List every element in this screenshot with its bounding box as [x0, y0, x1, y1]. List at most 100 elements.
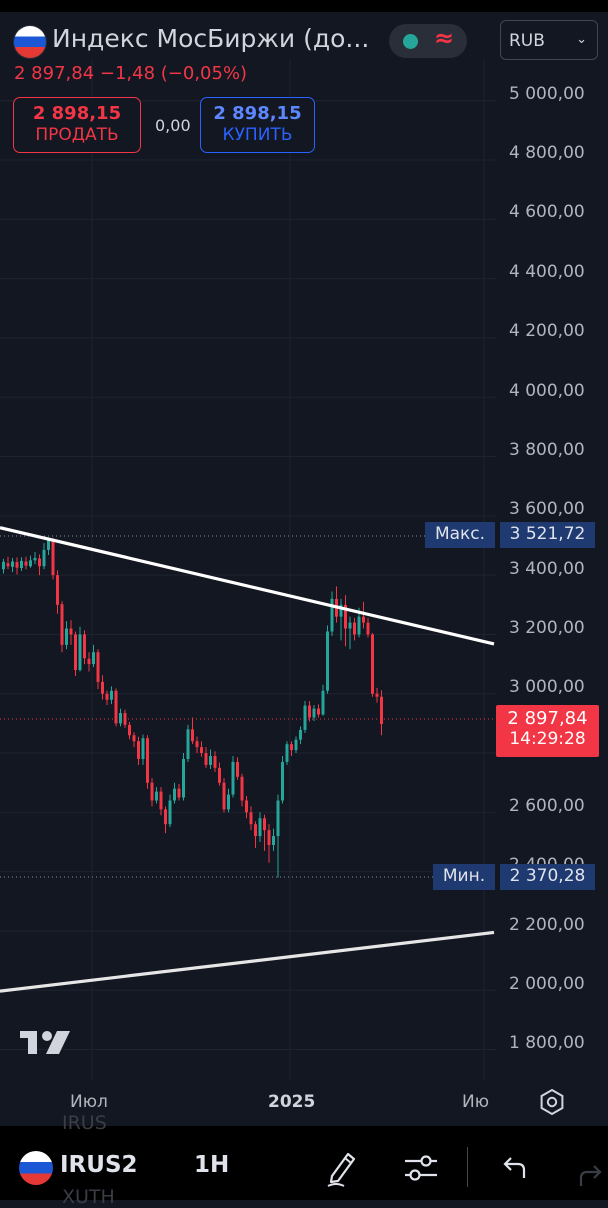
candle-body — [20, 560, 23, 569]
candle-body — [83, 634, 86, 659]
undo-icon[interactable] — [500, 1148, 530, 1188]
candle-body — [321, 690, 325, 715]
candle-body — [51, 539, 55, 576]
candle-body — [231, 761, 235, 795]
interval-selector[interactable]: 1H — [194, 1152, 230, 1178]
y-tick: 2 000,00 — [509, 974, 585, 994]
symbol-selector[interactable]: IRUS2 — [60, 1152, 138, 1178]
candle-body — [92, 652, 95, 665]
candle-body — [78, 634, 82, 671]
buy-button[interactable]: 2 898,15 КУПИТЬ — [200, 97, 315, 153]
status-pill[interactable]: ≈ — [389, 24, 467, 58]
sell-price: 2 898,15 — [32, 103, 122, 124]
candle-body — [60, 604, 64, 645]
candle-body — [42, 549, 46, 567]
spread-value: 0,00 — [155, 116, 191, 135]
candles — [2, 537, 383, 878]
buy-price: 2 898,15 — [213, 103, 302, 124]
candle-body — [11, 561, 14, 567]
candle-body — [366, 622, 370, 635]
candle-body — [272, 836, 275, 845]
candle-body — [69, 628, 73, 635]
candle-body — [240, 776, 244, 801]
redo-icon[interactable] — [575, 1156, 605, 1186]
candle-body — [218, 767, 221, 783]
candle-body — [249, 812, 253, 825]
candle-body — [56, 575, 59, 605]
candle-body — [132, 735, 136, 742]
max-label: Макс. — [425, 522, 495, 548]
y-tick: 4 200,00 — [509, 321, 585, 341]
chart-grid — [0, 60, 496, 1080]
y-tick: 2 600,00 — [509, 796, 585, 816]
y-tick: 2 200,00 — [509, 915, 585, 935]
candle-body — [303, 705, 307, 730]
tradingview-logo-icon — [20, 1031, 70, 1054]
y-tick: 1 800,00 — [509, 1033, 585, 1053]
candle-body — [29, 560, 32, 567]
candle-body — [119, 713, 122, 724]
candle-body — [299, 729, 302, 740]
candle-body — [24, 561, 28, 566]
candle-body — [173, 788, 176, 801]
y-tick: 3 400,00 — [509, 559, 585, 579]
instrument-title[interactable]: Индекс МосБиржи (до... — [52, 24, 370, 53]
indicators-icon[interactable] — [402, 1148, 440, 1188]
candle-body — [281, 761, 284, 801]
candle-body — [357, 616, 361, 635]
candle-body — [110, 690, 113, 700]
candle-body — [236, 761, 239, 777]
y-tick: 3 200,00 — [509, 618, 585, 638]
candle-body — [267, 830, 271, 845]
candle-body — [15, 562, 19, 568]
candle-body — [227, 794, 230, 810]
candle-body — [353, 622, 356, 635]
candle-body — [285, 744, 289, 762]
x-tick: Июл — [70, 1092, 108, 1112]
candle-body — [146, 738, 149, 783]
y-tick: 3 000,00 — [509, 677, 585, 697]
candle-body — [344, 604, 347, 629]
candle-body — [168, 800, 172, 825]
candle-body — [213, 756, 217, 768]
min-label: Мин. — [433, 864, 495, 890]
candle-body — [164, 809, 167, 825]
candle-body — [209, 756, 212, 765]
pencil-icon[interactable] — [326, 1148, 360, 1188]
candle-body — [326, 631, 329, 691]
candle-body — [182, 758, 185, 798]
candle-body — [348, 622, 352, 629]
x-tick: 2025 — [268, 1092, 316, 1112]
currency-select[interactable]: RUB ⌄ — [500, 20, 598, 60]
candle-body — [177, 788, 181, 798]
sell-button[interactable]: 2 898,15 ПРОДАТЬ — [13, 97, 141, 153]
scroll-ghost-symbol: IRUS — [62, 1112, 107, 1134]
y-tick: 4 400,00 — [509, 262, 585, 282]
bar-countdown: 14:29:28 — [509, 729, 586, 749]
max-value: 3 521,72 — [500, 522, 595, 548]
candle-body — [2, 561, 5, 570]
y-tick: 4 000,00 — [509, 381, 585, 401]
y-tick: 3 600,00 — [509, 499, 585, 519]
buy-label: КУПИТЬ — [222, 125, 293, 145]
y-tick: 4 600,00 — [509, 202, 585, 222]
candle-body — [204, 753, 208, 765]
chart-settings-icon[interactable] — [538, 1088, 566, 1116]
candle-body — [371, 634, 374, 694]
candle-body — [159, 791, 163, 810]
country-flag-icon — [14, 26, 46, 58]
y-tick: 4 800,00 — [509, 143, 585, 163]
candle-body — [123, 713, 127, 725]
last-price-tag: 2 897,84 14:29:28 — [496, 705, 599, 757]
candle-body — [101, 681, 104, 694]
candle-body — [128, 724, 131, 736]
market-status-icon — [403, 34, 418, 49]
candle-body — [330, 598, 334, 632]
candle-body — [87, 658, 91, 665]
resistance-trendline — [0, 526, 495, 646]
candle-body — [47, 539, 50, 550]
y-tick: 5 000,00 — [509, 84, 585, 104]
candle-body — [290, 744, 293, 751]
candle-body — [276, 800, 280, 837]
